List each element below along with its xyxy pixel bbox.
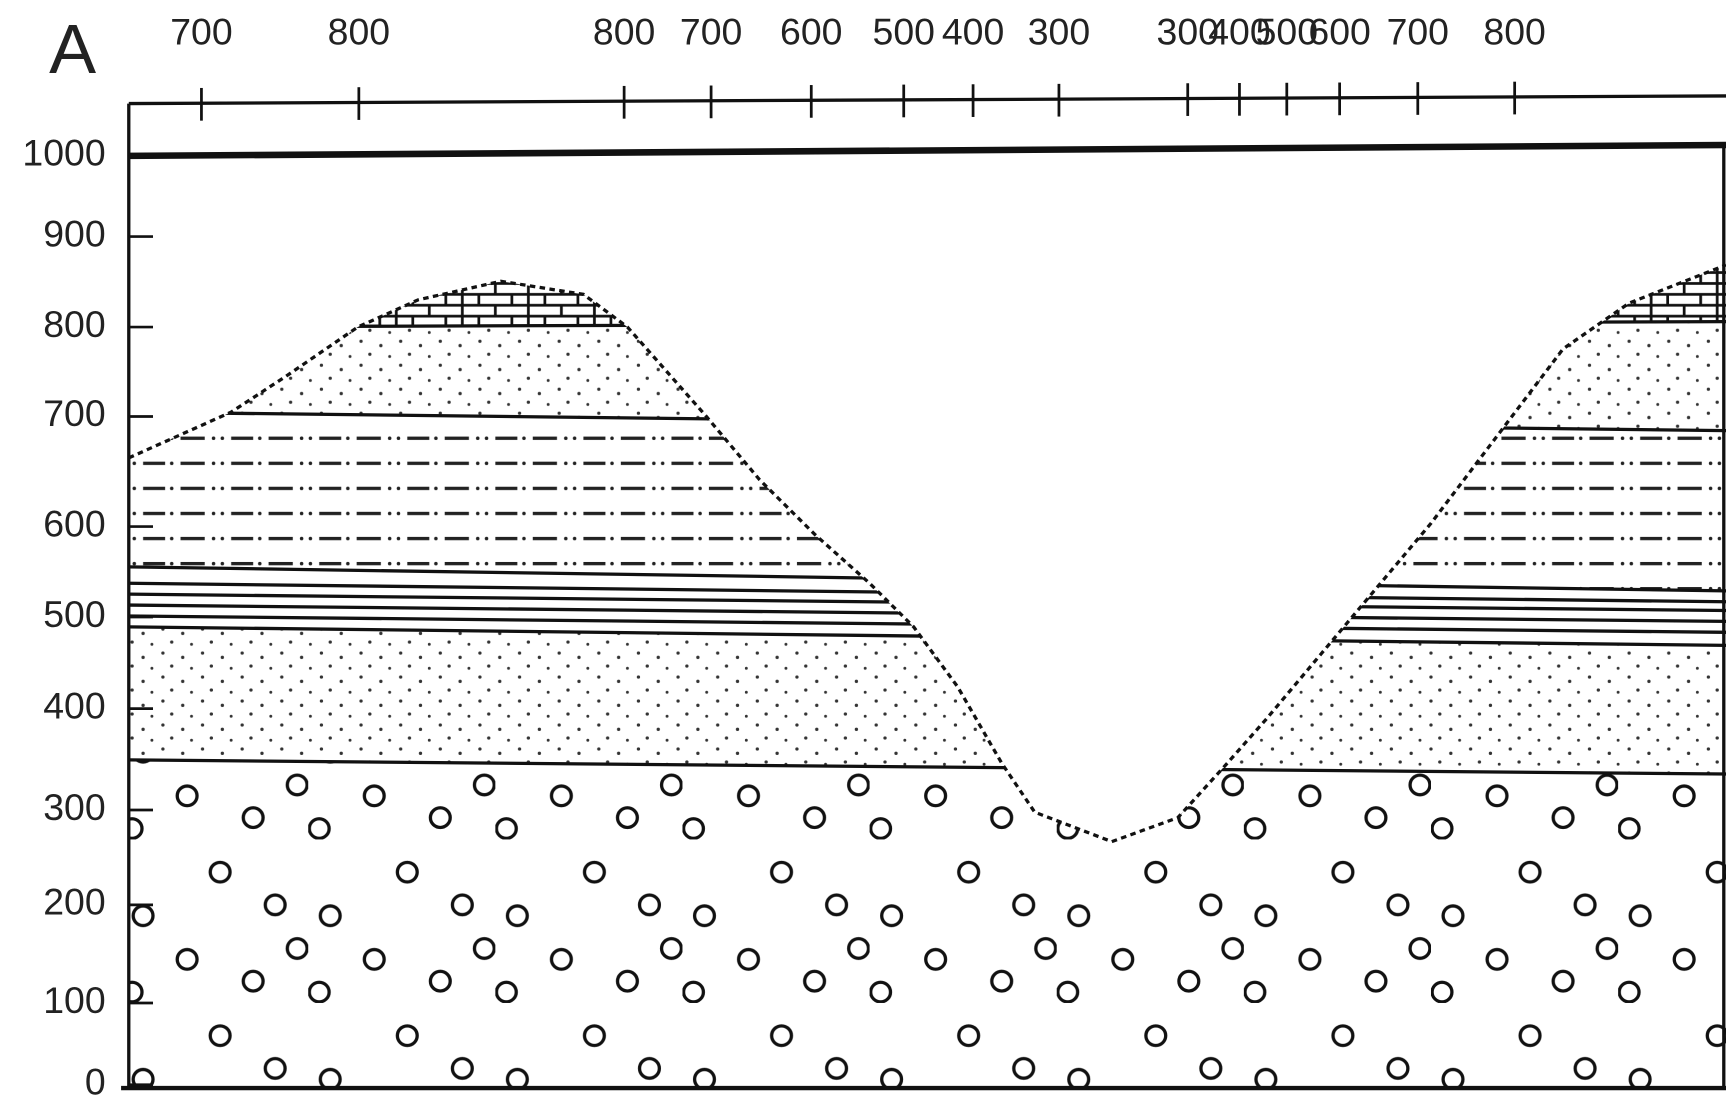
left-tick-label: 900 [43,213,105,255]
top-tick-label: 300 [1157,11,1219,53]
left-tick-label: 400 [43,685,105,727]
lower-sandstone [128,626,1726,775]
top-tick-label: 700 [1387,11,1449,53]
left-tick-label: 700 [43,392,105,434]
top-tick-label: 600 [1308,11,1370,53]
basement [128,759,1726,1089]
left-tick-label: 500 [43,593,105,635]
left-tick-label: 600 [43,503,105,545]
top-tick-label: 800 [593,11,655,53]
top-tick-label: 400 [942,11,1004,53]
top-tick-label: 600 [780,11,842,53]
siltstone [128,412,1726,591]
top-boundary [128,141,1726,160]
top-tick-label: 300 [1028,11,1090,53]
panel-label: A [49,10,96,88]
left-tick-label: 0 [85,1061,106,1103]
left-tick-label: 800 [43,303,105,345]
top-tick-label: 400 [1208,11,1270,53]
terrain-profile [128,263,1726,844]
strata [128,264,1726,1089]
top-tick-label: 500 [1256,11,1318,53]
contact [128,758,1726,776]
left-tick-label: 200 [43,881,105,923]
left-tick-label: 100 [43,979,105,1021]
left-tick-label: 1000 [22,132,105,174]
left-tick-label: 300 [43,786,105,828]
top-tick-label: 800 [328,11,390,53]
top-tick-label: 700 [680,11,742,53]
top-tick-label: 800 [1483,11,1545,53]
limestone [128,264,1726,328]
top-tick-label: 700 [170,11,232,53]
top-axis-line [128,94,1726,106]
top-tick-label: 500 [873,11,935,53]
